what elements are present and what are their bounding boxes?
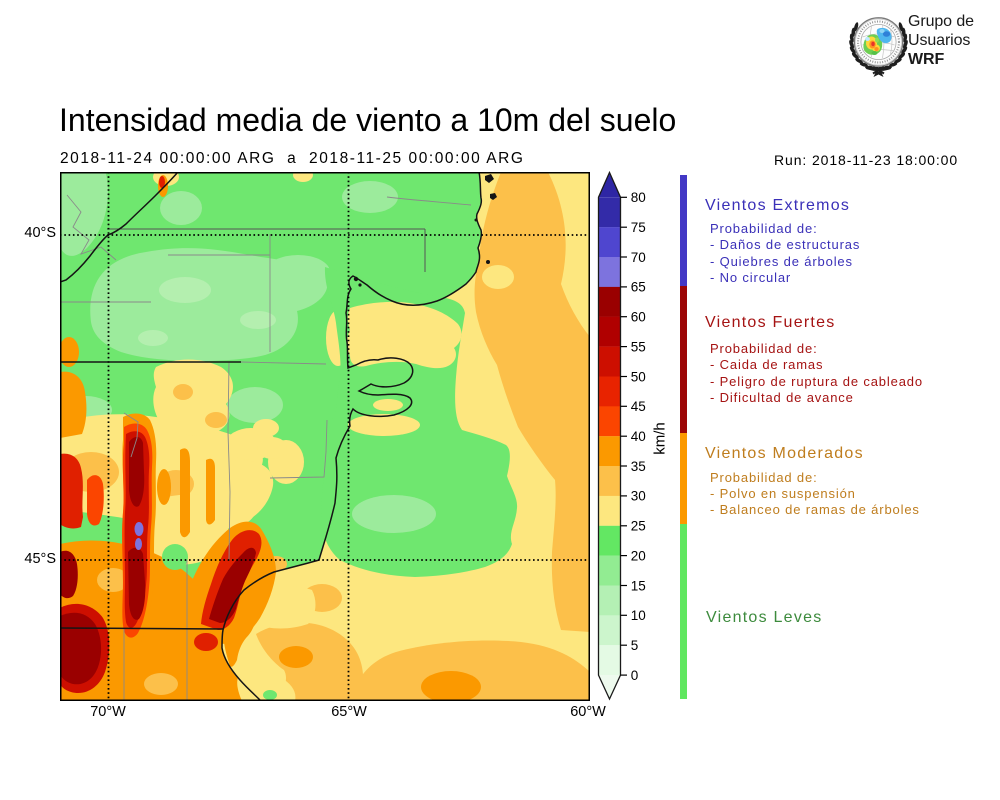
svg-text:80: 80: [631, 190, 646, 205]
svg-text:15: 15: [631, 578, 646, 593]
svg-text:0: 0: [631, 668, 639, 683]
svg-text:45: 45: [631, 399, 646, 414]
svg-text:65: 65: [631, 280, 646, 295]
svg-text:60: 60: [631, 310, 646, 325]
svg-text:30: 30: [631, 489, 646, 504]
svg-text:5: 5: [631, 638, 639, 653]
svg-text:75: 75: [631, 220, 646, 235]
svg-text:20: 20: [631, 548, 646, 563]
svg-text:55: 55: [631, 339, 646, 354]
svg-text:25: 25: [631, 519, 646, 534]
svg-text:70: 70: [631, 250, 646, 265]
svg-text:10: 10: [631, 608, 646, 623]
svg-text:50: 50: [631, 369, 646, 384]
svg-text:35: 35: [631, 459, 646, 474]
svg-text:40: 40: [631, 429, 646, 444]
